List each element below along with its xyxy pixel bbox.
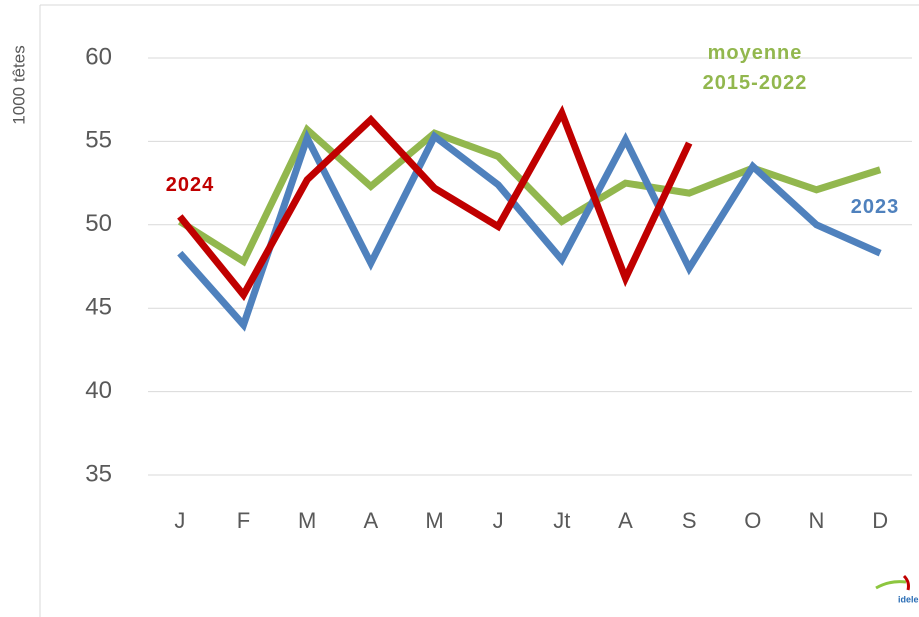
logo: idele — [875, 574, 919, 604]
series-line — [177, 129, 882, 332]
series-label: 2024 — [165, 174, 215, 196]
x-tick-label: A — [618, 508, 633, 533]
x-tick-label: D — [872, 508, 888, 533]
x-tick-label: F — [237, 508, 250, 533]
series-label: moyenne 2015-2022 — [702, 42, 808, 94]
x-tick-label: M — [298, 508, 316, 533]
x-tick-label: J — [174, 508, 185, 533]
y-tick-label: 35 — [85, 460, 112, 487]
x-tick-label: M — [425, 508, 443, 533]
x-tick-label: J — [493, 508, 504, 533]
x-tick-label: S — [682, 508, 697, 533]
series-label: 2023 — [850, 196, 900, 218]
y-tick-label: 60 — [85, 43, 112, 70]
y-tick-label: 40 — [85, 377, 112, 404]
svg-text:idele: idele — [898, 594, 919, 604]
y-axis-label: 1000 têtes — [9, 45, 28, 124]
x-tick-label: O — [744, 508, 761, 533]
series-line — [177, 104, 693, 302]
y-tick-label: 50 — [85, 210, 112, 237]
y-tick-label: 55 — [85, 127, 112, 154]
x-tick-label: Jt — [553, 508, 570, 533]
y-tick-label: 45 — [85, 294, 112, 321]
x-tick-label: N — [809, 508, 825, 533]
x-tick-label: A — [363, 508, 378, 533]
